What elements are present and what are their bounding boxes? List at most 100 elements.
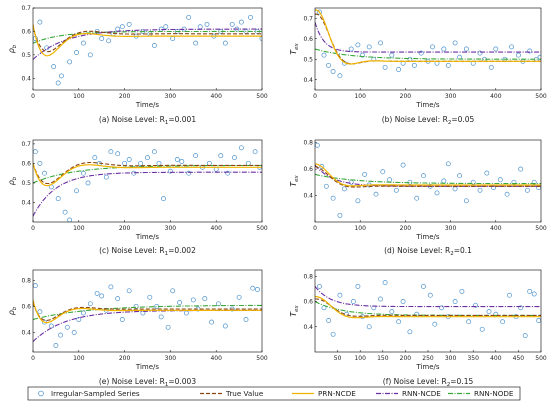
legend-label: RNN-NCDE	[402, 389, 441, 398]
scatter-point	[518, 166, 524, 172]
scatter-point	[252, 149, 258, 155]
legend-label: PRN-NCDE	[318, 389, 356, 398]
scatter-point	[473, 302, 478, 308]
scatter-point	[138, 160, 144, 166]
axes-frame	[32, 139, 263, 223]
scatter-point	[218, 153, 224, 159]
x-tick-label: 50	[334, 355, 342, 362]
scatter-point	[463, 46, 469, 52]
scatter-point	[126, 288, 132, 294]
scatter-point	[165, 324, 171, 330]
scatter-point	[232, 155, 237, 161]
scatter-point	[497, 177, 503, 183]
rnn-node-line	[33, 304, 262, 321]
scatter-point	[396, 319, 402, 325]
panel-caption: (a) Noise Level: R1=0.001	[99, 115, 196, 126]
scatter-point	[158, 314, 164, 320]
scatter-point	[115, 151, 121, 157]
scatter-point	[229, 21, 235, 27]
scatter-point	[477, 50, 483, 56]
scatter-point	[119, 317, 125, 322]
scatter-point	[330, 195, 336, 201]
x-tick-label: 300	[165, 225, 177, 232]
panel-caption: (b) Noise Level: R2=0.05	[382, 115, 475, 126]
scatter-point	[48, 323, 54, 329]
x-tick-label: 500	[256, 355, 268, 362]
prn-ncde-line	[315, 295, 541, 319]
scatter-point	[421, 173, 426, 179]
scatter-point	[387, 177, 393, 183]
scatter-point	[170, 36, 176, 41]
scatter-point	[326, 62, 332, 68]
legend-item: PRN-NCDE	[292, 389, 356, 398]
scatter-point	[115, 296, 121, 302]
legend: Irregular-Sampled Series True Value PRN-NC…	[27, 386, 521, 401]
scatter-point	[55, 80, 61, 86]
axes-frame	[32, 269, 263, 353]
y-axis-label: Tex	[289, 174, 300, 186]
scatter-series	[33, 145, 262, 222]
scatter-point	[254, 287, 260, 292]
scatter-point	[488, 64, 494, 70]
scatter-point	[99, 36, 105, 41]
legend-label: True Value	[225, 389, 264, 398]
true-value-line	[315, 13, 541, 65]
x-tick-label: 450	[513, 355, 525, 362]
x-tick-label: 100	[354, 225, 366, 232]
scatter-point	[348, 46, 354, 52]
scatter-point	[493, 46, 499, 52]
scatter-point	[366, 44, 372, 50]
scatter-series	[317, 9, 541, 79]
scatter-point	[186, 170, 192, 176]
scatter-series	[33, 283, 260, 348]
scatter-point	[421, 283, 426, 289]
scatter-point	[355, 283, 361, 289]
scatter-point	[225, 170, 231, 176]
scatter-point	[67, 217, 73, 222]
scatter-point	[33, 283, 38, 289]
legend-item: RNN-NCDE	[376, 389, 441, 398]
y-tick-label: 0.7	[21, 141, 31, 148]
scatter-point	[250, 285, 256, 291]
chart-panel: 0 100 200 300 400 500 0.4 0.5 0.6 0.7 Time/s Tex (b)…	[289, 7, 547, 126]
scatter-point	[42, 170, 47, 176]
scatter-point	[393, 187, 399, 193]
scatter-point	[37, 160, 43, 166]
x-tick-label: 500	[256, 93, 268, 100]
scatter-point	[151, 149, 157, 155]
x-tick-label: 200	[400, 355, 412, 362]
scatter-point	[350, 299, 356, 304]
scatter-point	[108, 284, 114, 290]
scatter-point	[315, 142, 320, 148]
x-tick-label: 300	[445, 355, 457, 362]
y-axis-label: ρb	[7, 306, 18, 315]
x-tick-label: 500	[256, 225, 268, 232]
scatter-point	[55, 196, 61, 202]
scatter-point	[319, 164, 325, 169]
scatter-point	[183, 310, 189, 316]
x-axis-label: Time/s	[415, 101, 439, 109]
scatter-point	[396, 67, 402, 72]
x-tick-label: 500	[535, 93, 547, 100]
scatter-point	[53, 343, 59, 348]
scatter-point	[355, 198, 361, 204]
scatter-point	[389, 309, 395, 315]
scatter-point	[373, 191, 379, 197]
panel-caption: (c) Noise Level: R1=0.002	[99, 246, 196, 257]
scatter-series	[315, 142, 541, 218]
rnn-node-line	[315, 301, 541, 316]
scatter-point	[466, 319, 472, 325]
rnn-ncde-line	[315, 286, 541, 308]
legend-item: True Value	[200, 389, 264, 398]
scatter-point	[522, 333, 528, 339]
scatter-point	[317, 9, 322, 15]
scatter-point	[477, 187, 483, 193]
line-series-group	[33, 299, 262, 342]
scatter-point	[407, 329, 413, 335]
scatter-point	[106, 38, 112, 44]
scatter-point	[445, 161, 451, 167]
scatter-point	[452, 299, 458, 304]
scatter-point	[238, 19, 244, 25]
axes-frame	[314, 139, 542, 223]
